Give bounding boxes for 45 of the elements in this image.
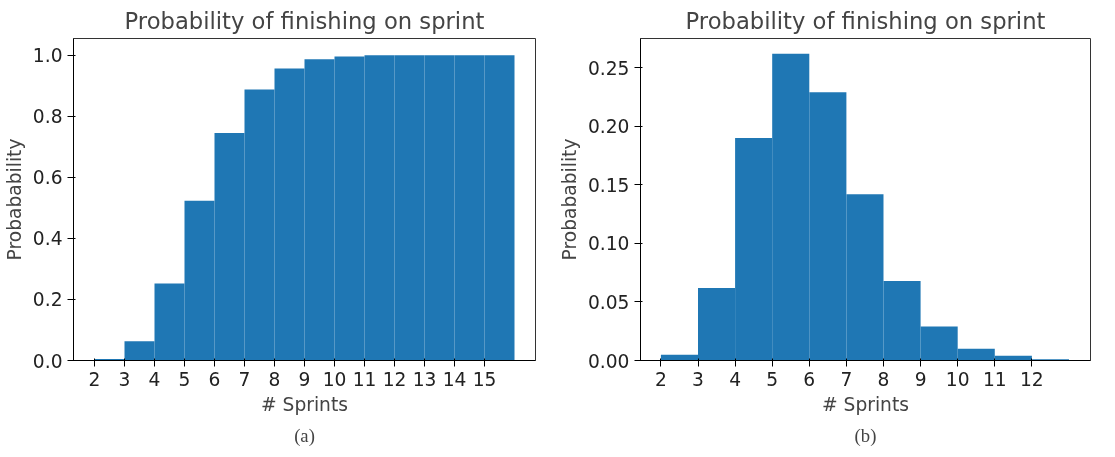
x-tick-label: 7 [238,368,251,390]
x-tick-label: 9 [914,368,927,390]
text: (a) [294,424,315,447]
y-tick-label: 0.6 [32,167,63,189]
x-tick-label: 2 [88,368,101,390]
y-tick-label: 0.25 [587,57,630,79]
y-tick-label: 0.2 [32,289,63,311]
x-tick-label: 2 [654,368,667,390]
x-tick-label: 3 [118,368,131,390]
x-tick-label: 15 [472,368,497,390]
x-tick-label: 3 [692,368,704,390]
x-axis-title: # Sprints [261,393,348,415]
x-tick-label: 10 [945,368,970,390]
x-tick-label: 9 [298,368,311,390]
x-tick-label: 13 [412,368,437,390]
x-tick-label: 8 [877,368,890,390]
x-tick-label: 4 [148,368,161,390]
y-tick-label: 0.00 [587,350,630,372]
x-axis-title: # Sprints [822,393,909,415]
y-tick-label: 0.4 [32,228,63,250]
x-tick-label: 11 [982,368,1007,390]
x-tick-label: 8 [268,368,281,390]
y-tick-label: 1.0 [32,45,63,67]
x-tick-label: 6 [803,368,816,390]
y-tick-label: 0.10 [587,233,630,255]
y-tick-label: 0.8 [32,106,63,128]
x-tick-label: 4 [729,368,742,390]
x-tick-label: 11 [352,368,377,390]
chart-title: Probability of finishing on sprint [124,7,485,34]
x-tick-label: 12 [382,368,407,390]
y-axis-title: Probabability [558,138,580,261]
x-tick-label: 5 [178,368,191,390]
y-axis-title: Probabability [3,138,25,261]
x-tick-label: 5 [766,368,779,390]
x-tick-label: 6 [208,368,221,390]
x-tick-label: 7 [840,368,853,390]
x-tick-label: 14 [442,368,467,390]
y-tick-label: 0.0 [32,350,63,372]
y-tick-label: 0.15 [587,174,630,196]
x-tick-label: 10 [322,368,347,390]
chart-title: Probability of finishing on sprint [685,7,1046,34]
y-tick-label: 0.05 [587,291,630,313]
y-tick-label: 0.20 [587,116,630,138]
x-tick-label: 12 [1020,368,1044,390]
text: (b) [854,424,877,447]
